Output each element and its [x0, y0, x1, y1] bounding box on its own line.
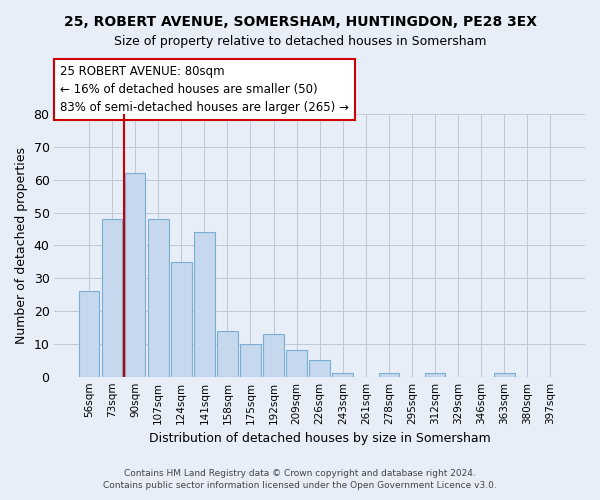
X-axis label: Distribution of detached houses by size in Somersham: Distribution of detached houses by size … — [149, 432, 491, 445]
Bar — [310, 360, 330, 376]
Bar — [240, 344, 261, 376]
Y-axis label: Number of detached properties: Number of detached properties — [15, 147, 28, 344]
Text: Contains HM Land Registry data © Crown copyright and database right 2024.
Contai: Contains HM Land Registry data © Crown c… — [103, 468, 497, 490]
Bar — [79, 292, 100, 376]
Bar — [148, 219, 169, 376]
Text: Size of property relative to detached houses in Somersham: Size of property relative to detached ho… — [114, 35, 486, 48]
Bar — [494, 374, 515, 376]
Text: 25, ROBERT AVENUE, SOMERSHAM, HUNTINGDON, PE28 3EX: 25, ROBERT AVENUE, SOMERSHAM, HUNTINGDON… — [64, 15, 536, 29]
Bar — [217, 330, 238, 376]
Bar — [101, 219, 122, 376]
Bar — [425, 374, 445, 376]
Bar — [332, 374, 353, 376]
Bar — [125, 173, 145, 376]
Bar — [379, 374, 400, 376]
Bar — [171, 262, 191, 376]
Bar — [263, 334, 284, 376]
Bar — [194, 232, 215, 376]
Text: 25 ROBERT AVENUE: 80sqm
← 16% of detached houses are smaller (50)
83% of semi-de: 25 ROBERT AVENUE: 80sqm ← 16% of detache… — [60, 65, 349, 114]
Bar — [286, 350, 307, 376]
